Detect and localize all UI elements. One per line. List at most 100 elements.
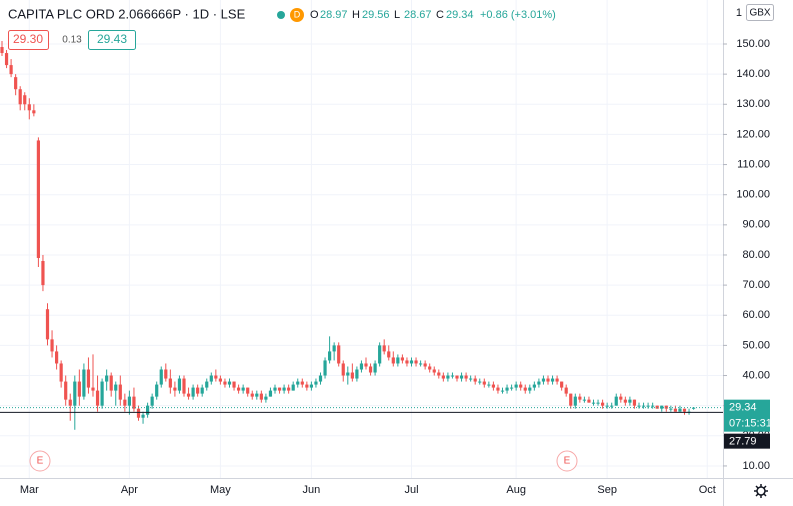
candle-body [41, 261, 45, 286]
candle-body [532, 384, 536, 388]
candle-body [314, 381, 318, 385]
candle-body [182, 378, 186, 394]
candle-body [555, 378, 559, 382]
y-tick-label: 80.00 [742, 249, 770, 261]
candle-body [346, 372, 350, 376]
candle-body [328, 351, 332, 361]
candle-body [205, 381, 209, 388]
candle-body [373, 363, 377, 373]
y-tick-label: 130.00 [736, 98, 770, 110]
ohlc-legend: O 28.97 H 29.56 L 28.67 C 29.34 [310, 9, 474, 21]
candle-body [578, 396, 582, 400]
candle-body [510, 387, 514, 389]
candle-body [514, 384, 518, 388]
candle-body [382, 345, 386, 352]
candle-body [237, 387, 241, 391]
candle-body [27, 104, 31, 111]
spread: 0.13 [62, 35, 82, 46]
candle-body [0, 47, 4, 54]
ask-box[interactable] [88, 30, 136, 50]
candle-body [218, 378, 222, 382]
x-tick-label: Jun [303, 484, 321, 496]
candle-body [673, 408, 677, 412]
candle-body [428, 366, 432, 370]
candle-body [455, 375, 459, 379]
candle-body [100, 381, 104, 406]
x-tick-label: Oct [699, 484, 716, 496]
candle-body [601, 402, 605, 406]
candle-body [423, 363, 427, 367]
candle-body [291, 384, 295, 391]
candle-body [82, 369, 86, 397]
ask: 29.43 [97, 32, 127, 46]
candle-body [546, 378, 550, 382]
candle-body [191, 387, 195, 397]
candle-body [173, 387, 177, 391]
candle-body [36, 140, 40, 258]
y-tick-label: 120.00 [736, 128, 770, 140]
candle-body [95, 390, 100, 406]
candle-body [596, 402, 600, 404]
candle-body [350, 372, 354, 379]
x-tick-label: Apr [121, 484, 138, 496]
candle-body [628, 399, 632, 403]
ohlc-value: 29.34 [446, 9, 474, 21]
candle-body [14, 77, 18, 90]
ohlc-value: 28.97 [320, 9, 348, 21]
y-tick-label: 100.00 [736, 189, 770, 201]
candle-body [141, 414, 145, 418]
ohlc-key: C [436, 9, 444, 21]
candle-body [414, 360, 418, 364]
candle-body [164, 369, 168, 379]
candle-body [287, 387, 291, 391]
badge-text: D [294, 9, 301, 19]
candle-body [136, 408, 141, 418]
y-tick-label: 60.00 [742, 309, 770, 321]
candle-body [605, 405, 609, 407]
countdown: 07:15:31 [729, 418, 772, 430]
candle-body [359, 363, 364, 370]
earnings-marker [29, 450, 51, 472]
candle-body [678, 408, 682, 412]
candle-body [623, 399, 627, 403]
candle-body [196, 387, 200, 394]
candle-body [18, 89, 22, 105]
candle-body [651, 405, 655, 407]
candle-body [387, 351, 391, 358]
candle-body [159, 369, 163, 385]
candle-body [59, 363, 63, 382]
candle-body [127, 396, 131, 406]
ohlc-value: 29.56 [362, 9, 390, 21]
candle-body [500, 390, 505, 392]
candle-body [209, 375, 213, 382]
candle-body [646, 405, 650, 407]
candle-body [491, 384, 495, 388]
candle-body [105, 375, 109, 382]
candle-body [637, 405, 641, 407]
settings-icon[interactable] [754, 484, 768, 498]
reference-box [724, 433, 770, 449]
candle-body [432, 369, 436, 373]
bid-box[interactable] [8, 30, 49, 50]
candle-body [77, 381, 81, 397]
badge [290, 8, 304, 22]
candle-body [9, 65, 13, 75]
candle-body [450, 375, 455, 377]
candle-body [177, 378, 182, 391]
candle-body [523, 387, 527, 391]
candle-body [582, 399, 586, 401]
candle-body [337, 345, 341, 364]
currency-box[interactable] [746, 4, 774, 21]
y-tick-label: 110.00 [737, 158, 770, 170]
candle-body [45, 309, 50, 340]
last-price-box [724, 399, 770, 432]
status-dot [277, 11, 285, 19]
candle-body [323, 360, 327, 376]
candle-body [437, 372, 441, 376]
y-tick-label: 10.00 [742, 460, 770, 472]
candle-body [496, 387, 500, 391]
earnings-label: E [564, 456, 571, 467]
candle-body [4, 53, 9, 66]
candle-body [282, 387, 286, 391]
candle-body [114, 384, 118, 391]
